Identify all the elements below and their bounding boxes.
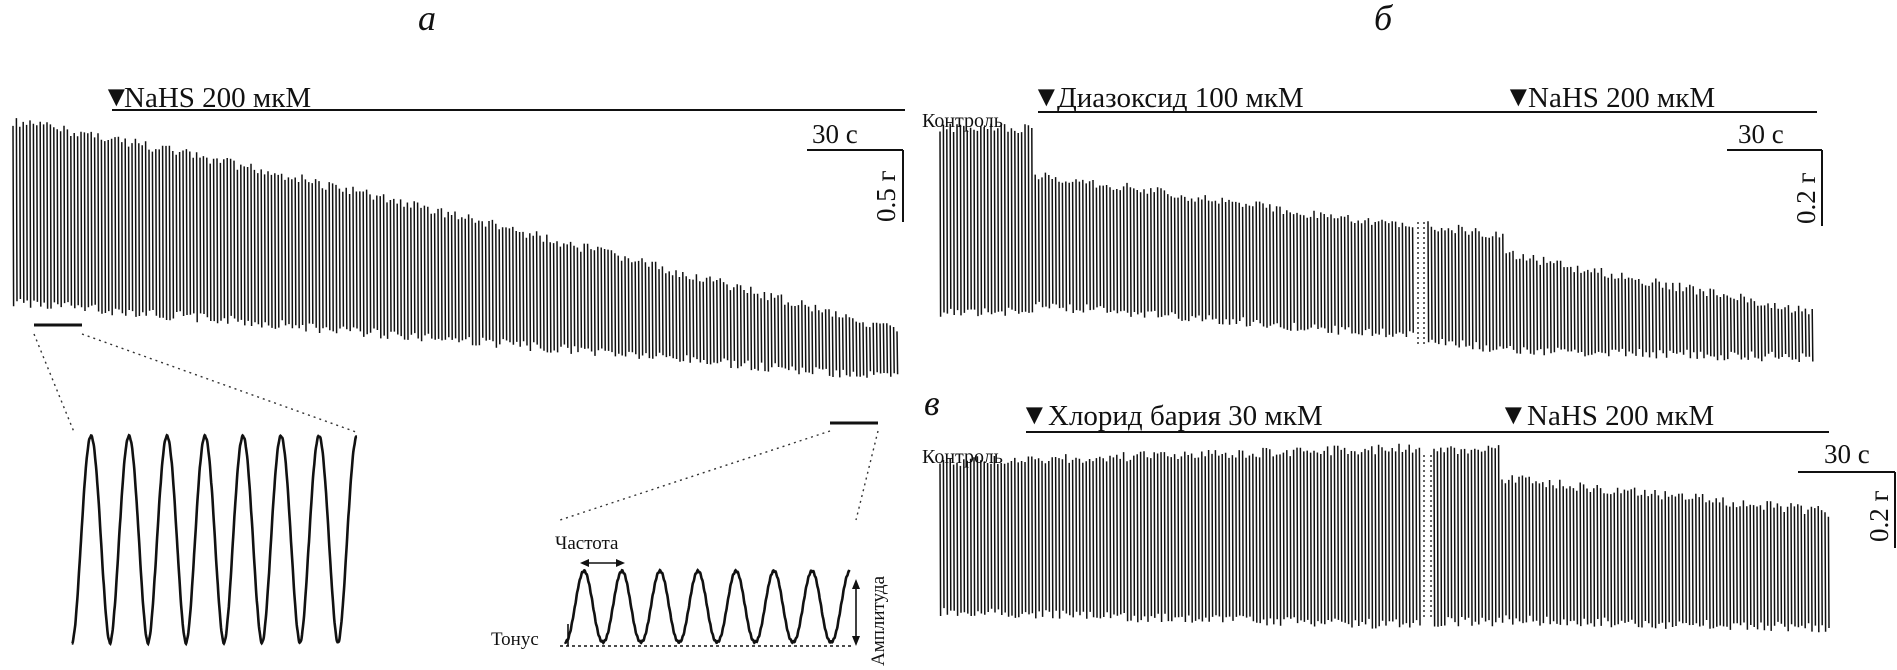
panel-c-drug2-marker-icon: ▼ [1499,399,1528,431]
panel-b-drug2-marker-icon: ▼ [1504,81,1533,113]
panel-b-drug1-label: Диазоксид 100 мкМ [1057,82,1304,114]
panel-c-force-scale-label: 0.2 г [1864,490,1894,542]
trace-segment [939,443,1421,629]
panel-b-drug2-label: NaHS 200 мкМ [1528,82,1715,114]
panel-a-main-trace [12,118,899,378]
panel-c-time-scale-label: 30 с [1824,439,1870,469]
panel-b-control-label: Контроль [922,110,1003,132]
trace-segment [1433,445,1830,633]
panel-a-zoom-guide [855,430,879,521]
panel-a-time-scale-label: 30 с [812,119,858,149]
panel-a-detail-wave-start [71,433,358,647]
panel-a-drug-marker-icon: ▼ [102,81,131,113]
panel-c-trace [939,443,1830,633]
panel-b-trace [939,123,1814,363]
panel-b-force-scale-label: 0.2 г [1791,172,1821,224]
amplitude-arrow-up-icon [852,579,860,589]
panel-b-letter: б [1374,0,1394,38]
panel-a-drug-label: NaHS 200 мкМ [124,82,311,114]
trace-segment [12,118,899,378]
panel-b-drug1-marker-icon: ▼ [1032,81,1061,113]
frequency-arrow-left-icon [580,559,589,567]
panel-a-zoom-guide [559,430,831,521]
frequency-arrow-right-icon [616,559,625,567]
panel-a-force-scale-label: 0.5 г [871,170,901,222]
frequency-label: Частота [555,533,619,554]
tone-label: Тонус [491,629,539,650]
panel-c-control-label: Контроль [922,446,1003,468]
amplitude-arrow-down-icon [852,636,860,646]
panel-a-zoom-guide [81,333,357,433]
amplitude-label: Амплитуда [868,575,889,666]
panel-a-detail-wave-end [563,568,851,645]
panel-c-drug1-label: Хлорид бария 30 мкМ [1048,400,1323,432]
panel-c-letter: в [924,383,940,423]
panel-a-letter: а [418,0,436,38]
panel-c-drug1-marker-icon: ▼ [1020,399,1049,431]
panel-b-time-scale-label: 30 с [1738,119,1784,149]
panel-c-drug2-label: NaHS 200 мкМ [1527,400,1714,432]
trace-segment [939,123,1414,338]
trace-segment [1427,221,1814,363]
panel-a-zoom-guide [33,333,75,433]
